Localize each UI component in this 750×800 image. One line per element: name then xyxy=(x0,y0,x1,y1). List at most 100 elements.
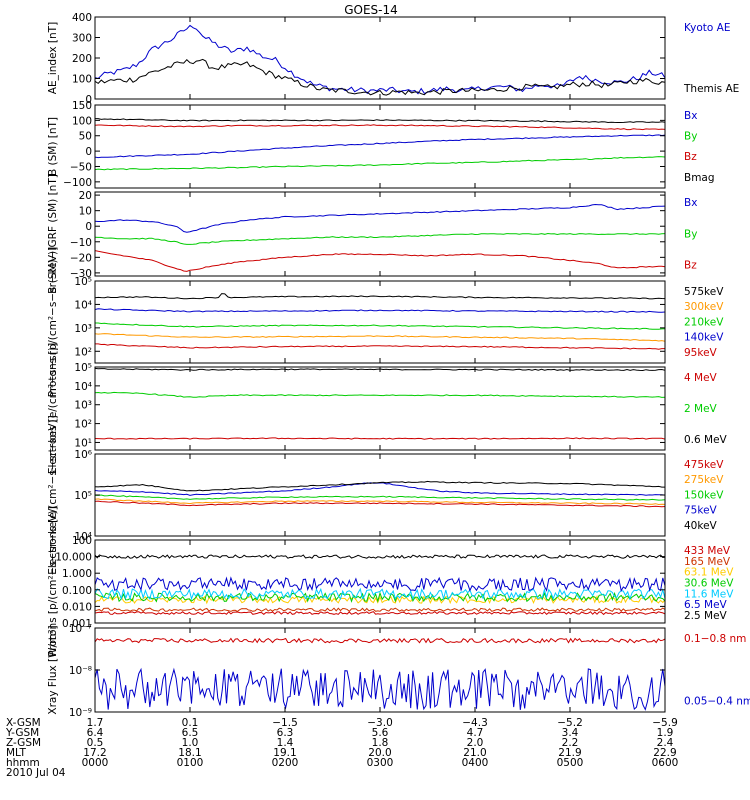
footer-value: 20.0 xyxy=(368,747,391,759)
panel-frame xyxy=(94,366,666,451)
footer-value: −5.2 xyxy=(557,717,583,729)
series-group xyxy=(95,637,665,711)
footer-value: −5.9 xyxy=(652,717,678,729)
footer-value: −1.5 xyxy=(272,717,298,729)
y-tick-label: 1.000 xyxy=(62,568,92,580)
y-tick-label: 400 xyxy=(72,12,92,24)
series-line-protons_mev-5 xyxy=(95,576,665,593)
footer-row-label: Y-GSM xyxy=(5,727,39,739)
y-tick-label: 10¹ xyxy=(74,437,92,449)
footer-row-label: X-GSM xyxy=(6,717,41,729)
legend-entry: Bx xyxy=(684,110,697,122)
legend-entry: Themis AE xyxy=(683,83,739,95)
footer-value: 1.9 xyxy=(657,727,674,739)
legend-entry: 150keV xyxy=(684,489,724,501)
y-tick-label: 10⁴ xyxy=(74,531,92,543)
series-line-protons_kev-1 xyxy=(95,333,665,342)
footer-value: −4.3 xyxy=(462,717,488,729)
footer-value: 2.2 xyxy=(562,737,579,749)
legend-entry: 63.1 MeV xyxy=(684,567,734,579)
legend-entry: Bmag xyxy=(684,172,715,184)
footer-row-label: Z-GSM xyxy=(6,737,41,749)
legend-entry: 0.05−0.4 nm xyxy=(684,696,750,708)
footer-value: 0000 xyxy=(82,757,109,769)
y-tick-label: 100 xyxy=(72,74,92,86)
footer-value: 1.0 xyxy=(182,737,199,749)
footer-value: 0100 xyxy=(177,757,204,769)
footer-value: 6.5 xyxy=(182,727,199,739)
footer-value: 0600 xyxy=(652,757,679,769)
y-tick-label: −20 xyxy=(70,252,92,264)
series-line-bsm-0 xyxy=(95,134,665,159)
y-tick-label: 10⁻⁸ xyxy=(69,665,92,677)
footer-date: 2010 Jul 04 xyxy=(6,767,66,779)
legend-entry: 4 MeV xyxy=(684,372,718,384)
footer-value: 1.8 xyxy=(372,737,389,749)
plot-title: GOES-14 xyxy=(344,3,398,17)
legend-entry: 0.6 MeV xyxy=(684,434,728,446)
series-line-electrons_kev-0 xyxy=(95,500,665,508)
legend-entry: Kyoto AE xyxy=(684,22,730,34)
y-axis-label: Xray Flux [W/m²] xyxy=(47,625,59,714)
series-line-protons_kev-3 xyxy=(95,308,665,313)
footer-value: 0400 xyxy=(462,757,489,769)
y-tick-label: 10⁵ xyxy=(74,276,92,288)
y-tick-label: 10.000 xyxy=(55,552,92,564)
legend-entry: 275keV xyxy=(684,474,724,486)
y-axis-label: Electrons [e/(cm²−s−sr)] xyxy=(47,343,59,474)
y-axis-label: Electrons [e/(cm²−s−sr−keV)] xyxy=(47,415,59,574)
series-line-protons_kev-4 xyxy=(95,343,665,350)
series-line-bsm-1 xyxy=(95,156,665,171)
series-group xyxy=(95,24,665,96)
footer-value: 6.3 xyxy=(277,727,294,739)
footer-value: 19.1 xyxy=(273,747,296,759)
footer-value: 17.2 xyxy=(83,747,106,759)
legend-entry: 40keV xyxy=(684,520,718,532)
legend-entry: 140keV xyxy=(684,332,724,344)
series-line-bigrf-0 xyxy=(95,203,665,233)
series-group xyxy=(95,203,665,272)
footer-value: 0500 xyxy=(557,757,584,769)
y-tick-label: 200 xyxy=(72,53,92,65)
panel-frame xyxy=(94,280,666,364)
series-line-protons_mev-2 xyxy=(95,595,665,605)
series-line-electrons_mev-0 xyxy=(95,437,665,440)
series-line-protons_kev-0 xyxy=(95,293,665,300)
series-line-protons_mev-3 xyxy=(95,591,665,603)
footer-value: 18.1 xyxy=(178,747,201,759)
y-tick-label: 10⁴ xyxy=(74,299,92,311)
series-line-bsm-3 xyxy=(95,118,665,124)
legend-entry: By xyxy=(684,228,697,240)
y-tick-label: −10 xyxy=(70,237,92,249)
footer-value: 2.0 xyxy=(467,737,484,749)
legend-entry: 2.5 MeV xyxy=(684,610,728,622)
y-tick-label: 10⁻⁷ xyxy=(69,623,92,635)
y-tick-label: 300 xyxy=(72,33,92,45)
legend-entry: 210keV xyxy=(684,316,724,328)
footer-value: 21.0 xyxy=(463,747,486,759)
footer-value: 4.7 xyxy=(467,727,484,739)
series-line-protons_mev-6 xyxy=(95,554,665,559)
footer-value: 2.4 xyxy=(657,737,674,749)
legend-entry: 95keV xyxy=(684,347,718,359)
legend-entry: 11.6 MeV xyxy=(684,588,734,600)
series-line-protons_kev-2 xyxy=(95,322,665,330)
orbit-footer: X-GSM 1.7 0.1 −1.5 −3.0 −4.3 −5.2 −5.9 Y-GSM 6.4 6… xyxy=(5,717,678,779)
footer-value: 0300 xyxy=(367,757,394,769)
y-tick-label: 0.001 xyxy=(62,618,92,630)
series-line-bigrf-2 xyxy=(95,250,665,272)
y-tick-label: 10³ xyxy=(74,400,92,412)
series-line-protons_mev-0 xyxy=(95,611,665,616)
panel-bsm: −100 −50 0 50 100 150 B (SM) [nT] Bx By Bz Bmag xyxy=(47,100,715,189)
series-group xyxy=(95,554,665,616)
y-axis-label: AE_index [nT] xyxy=(47,22,59,94)
y-tick-label: 100 xyxy=(72,115,92,127)
y-tick-label: 0.100 xyxy=(62,585,92,597)
legend-entry: 433 MeV xyxy=(684,545,731,557)
y-tick-label: 0.010 xyxy=(62,601,92,613)
y-tick-label: 10⁴ xyxy=(74,381,92,393)
series-line-xray-1 xyxy=(95,667,665,711)
footer-value: 0.5 xyxy=(87,737,104,749)
